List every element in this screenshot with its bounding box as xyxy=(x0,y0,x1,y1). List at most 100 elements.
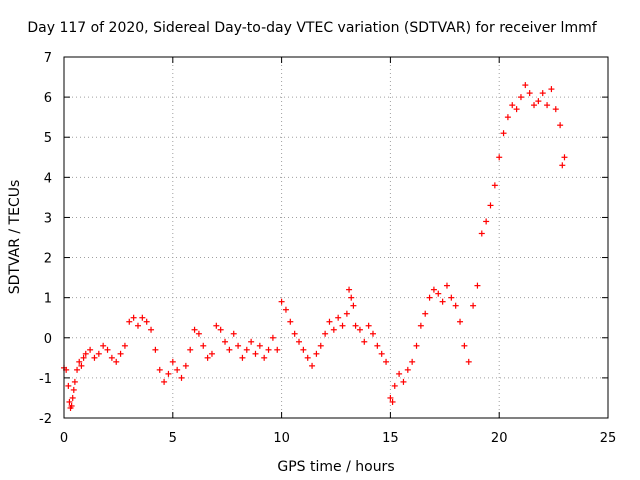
data-point xyxy=(474,282,481,289)
data-point xyxy=(152,346,159,353)
data-point xyxy=(391,382,398,389)
data-point xyxy=(339,322,346,329)
data-point xyxy=(282,306,289,313)
data-point xyxy=(174,366,181,373)
data-point xyxy=(148,326,155,333)
data-point xyxy=(65,382,72,389)
y-tick-label: 5 xyxy=(44,131,52,146)
data-point xyxy=(548,86,555,93)
data-point xyxy=(430,286,437,293)
data-point xyxy=(465,358,472,365)
data-point xyxy=(461,342,468,349)
data-point xyxy=(457,318,464,325)
data-point xyxy=(309,362,316,369)
data-point xyxy=(195,330,202,337)
data-point xyxy=(269,334,276,341)
data-point xyxy=(178,374,185,381)
data-point xyxy=(330,326,337,333)
x-tick-label: 0 xyxy=(60,431,68,446)
data-point xyxy=(389,398,396,405)
data-point xyxy=(287,318,294,325)
data-point xyxy=(500,130,507,137)
data-point xyxy=(74,366,81,373)
data-point xyxy=(291,330,298,337)
data-point xyxy=(552,106,559,113)
y-tick-label: 3 xyxy=(44,211,52,226)
data-point xyxy=(435,290,442,297)
x-tick-label: 5 xyxy=(169,431,177,446)
data-point xyxy=(243,346,250,353)
data-point xyxy=(161,378,168,385)
data-point xyxy=(108,354,115,361)
data-point xyxy=(204,354,211,361)
data-point xyxy=(248,338,255,345)
data-point xyxy=(239,354,246,361)
data-point xyxy=(470,302,477,309)
data-point xyxy=(409,358,416,365)
data-point xyxy=(352,322,359,329)
data-point xyxy=(95,350,102,357)
grid xyxy=(64,57,608,418)
x-tick-label: 15 xyxy=(382,431,399,446)
data-point xyxy=(80,354,87,361)
y-tick-label: 6 xyxy=(44,91,52,106)
data-point xyxy=(343,310,350,317)
data-point xyxy=(369,330,376,337)
data-point xyxy=(559,162,566,169)
data-point xyxy=(417,322,424,329)
data-point xyxy=(483,218,490,225)
data-point xyxy=(235,342,242,349)
data-point xyxy=(496,154,503,161)
data-point xyxy=(326,318,333,325)
data-point xyxy=(222,338,229,345)
data-point xyxy=(491,182,498,189)
data-point xyxy=(213,322,220,329)
data-point xyxy=(426,294,433,301)
data-point xyxy=(265,346,272,353)
data-point xyxy=(517,94,524,101)
y-tick-label: -1 xyxy=(39,372,52,387)
x-tick-label: 20 xyxy=(491,431,508,446)
data-point xyxy=(365,322,372,329)
y-tick-label: 0 xyxy=(44,332,52,347)
data-point xyxy=(346,286,353,293)
data-point xyxy=(121,342,128,349)
x-tick-label: 10 xyxy=(273,431,290,446)
data-point xyxy=(182,362,189,369)
y-tick-label: 1 xyxy=(44,292,52,307)
data-points xyxy=(61,82,568,411)
data-point xyxy=(526,90,533,97)
data-point xyxy=(322,330,329,337)
data-point xyxy=(317,342,324,349)
data-point xyxy=(191,326,198,333)
data-point xyxy=(91,354,98,361)
data-point xyxy=(156,366,163,373)
data-point xyxy=(313,350,320,357)
data-point xyxy=(296,338,303,345)
data-point xyxy=(404,366,411,373)
data-point xyxy=(274,346,281,353)
data-point xyxy=(70,386,77,393)
data-point xyxy=(413,342,420,349)
data-point xyxy=(252,350,259,357)
data-point xyxy=(439,298,446,305)
data-point xyxy=(348,294,355,301)
data-point xyxy=(76,358,83,365)
data-point xyxy=(169,358,176,365)
data-point xyxy=(208,350,215,357)
data-point xyxy=(361,338,368,345)
data-point xyxy=(487,202,494,209)
data-point xyxy=(87,346,94,353)
data-point xyxy=(278,298,285,305)
data-point xyxy=(165,370,172,377)
data-point xyxy=(226,346,233,353)
data-point xyxy=(113,358,120,365)
data-point xyxy=(544,102,551,109)
data-point xyxy=(256,342,263,349)
data-point xyxy=(378,350,385,357)
data-point xyxy=(452,302,459,309)
data-point xyxy=(539,90,546,97)
data-point xyxy=(134,322,141,329)
data-point xyxy=(230,330,237,337)
